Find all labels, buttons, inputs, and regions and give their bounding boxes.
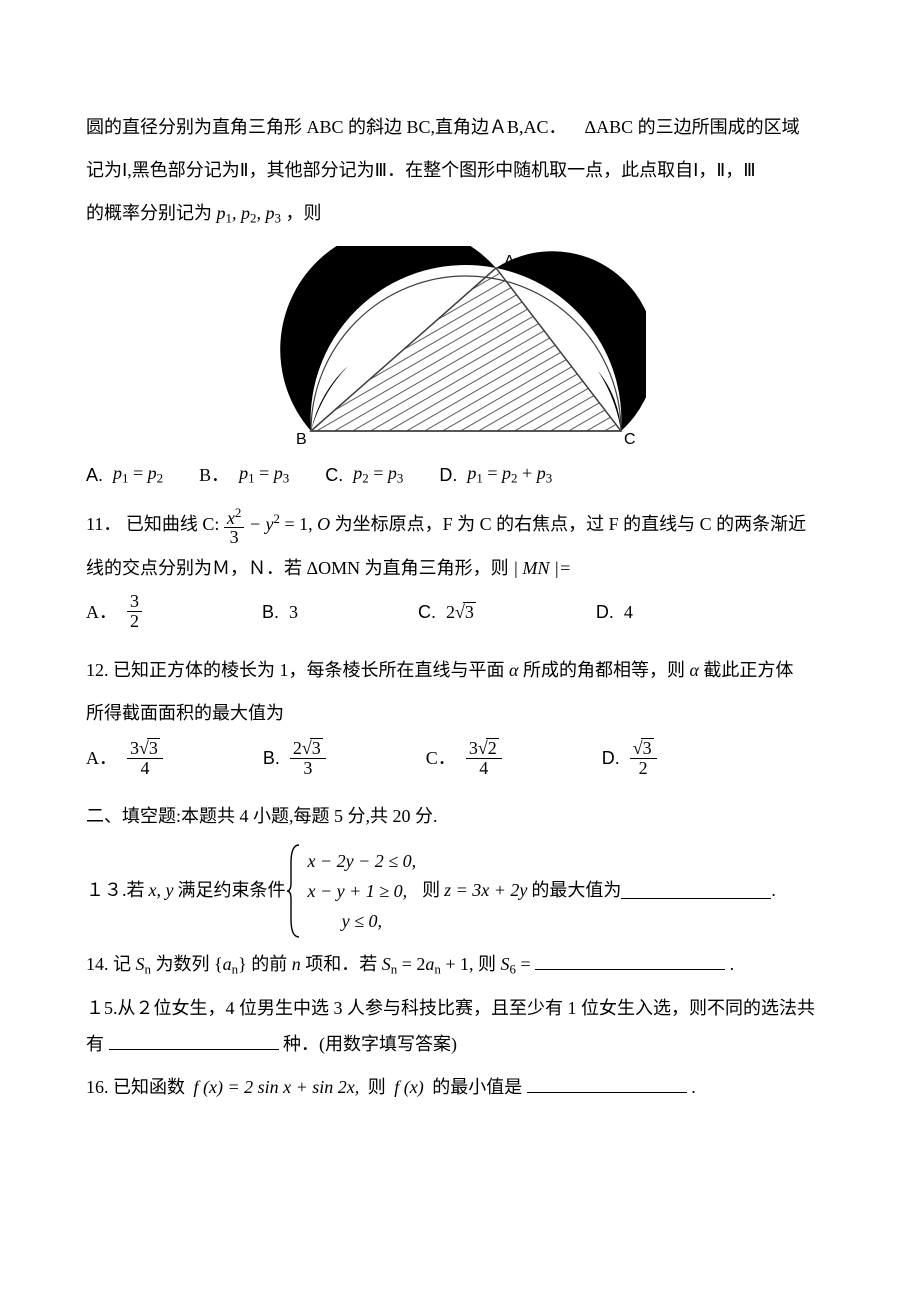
q10-options: A. p1 = p2 B． p1 = p3 C. p2 = p3 D. p1 =… bbox=[86, 464, 836, 486]
q10-opt-A: A. p1 = p2 bbox=[86, 464, 163, 486]
q13: １３. 若 x, y 满足约束条件 x − 2y − 2 ≤ 0, x − y … bbox=[86, 843, 836, 939]
fig-label-A: A bbox=[504, 253, 515, 270]
q11-num: 11． bbox=[86, 514, 121, 534]
intro-line2: 记为Ⅰ,黑色部分记为Ⅱ，其他部分记为Ⅲ．在整个图形中随机取一点，此点取自Ⅰ，Ⅱ，… bbox=[86, 149, 836, 192]
q11-opt-B: B. 3 bbox=[262, 603, 298, 621]
intro-line1b: 的三边所围成的区域 bbox=[638, 117, 800, 137]
q15-blank bbox=[109, 1033, 279, 1050]
q14-blank bbox=[535, 952, 725, 969]
q16-blank bbox=[527, 1076, 687, 1093]
q11-options: A． 32 B. 3 C. 2√3 D. 4 bbox=[86, 592, 836, 631]
q11-frac: x2 3 bbox=[224, 505, 244, 547]
q15-line2: 有 种．(用数字填写答案) bbox=[86, 1026, 836, 1062]
q13-system: x − 2y − 2 ≤ 0, x − y + 1 ≥ 0, y ≤ 0, bbox=[285, 843, 416, 939]
q12-line1: 12. 已知正方体的棱长为 1，每条棱长所在直线与平面 α 所成的角都相等，则 … bbox=[86, 649, 836, 692]
intro-line3: 的概率分别记为 p1, p2, p3 ，则 bbox=[86, 192, 836, 235]
q11-eq1: = 1, bbox=[284, 514, 317, 534]
q12-opt-D: D. √3 2 bbox=[602, 738, 657, 778]
q12-options: A． 3√3 4 B. 2√3 3 C． 3√2 4 D. √3 2 bbox=[86, 738, 836, 778]
q11: 11． 已知曲线 C: x2 3 − y2 = 1, O 为坐标原点，F 为 C… bbox=[86, 503, 836, 547]
q10-opt-D: D. p1 = p2 + p3 bbox=[439, 464, 552, 486]
q11-opt-A: A． 32 bbox=[86, 592, 142, 631]
q13-blank bbox=[621, 882, 771, 899]
q11-postfrac: − y2 bbox=[249, 514, 280, 534]
lune-figure-svg: A B C bbox=[276, 246, 646, 446]
q10-figure: A B C bbox=[86, 246, 836, 462]
q11-opt-D: D. 4 bbox=[596, 603, 633, 621]
q16: 16. 已知函数 f (x) = 2 sin x + sin 2x, 则 f (… bbox=[86, 1066, 836, 1109]
intro-line3a: 的概率分别记为 bbox=[86, 203, 212, 223]
q11-line2: 线的交点分别为Ｍ，Ｎ．若 ΔOMN 为直角三角形，则 | MN |= bbox=[86, 547, 836, 590]
q12-opt-B: B. 2√3 3 bbox=[263, 738, 326, 778]
q11-afterO: 为坐标原点，F 为 C 的右焦点，过 F 的直线与 C 的两条渐近 bbox=[335, 514, 807, 534]
q15-line1: １5.从２位女生，4 位男生中选 3 人参与科技比赛，且至少有 1 位女生入选，… bbox=[86, 990, 836, 1026]
q12-opt-A: A． 3√3 4 bbox=[86, 738, 163, 778]
q11-O: O bbox=[317, 514, 330, 534]
fig-label-C: C bbox=[624, 431, 636, 446]
intro-line3b: ，则 bbox=[285, 203, 321, 223]
intro-paragraph: 圆的直径分别为直角三角形 ABC 的斜边 BC,直角边ＡB,AC． ΔABC 的… bbox=[86, 106, 836, 149]
intro-line1a: 圆的直径分别为直角三角形 ABC 的斜边 BC,直角边ＡB,AC． bbox=[86, 117, 567, 137]
q12-opt-C: C． 3√2 4 bbox=[426, 738, 502, 778]
q10-opt-C: C. p2 = p3 bbox=[325, 464, 403, 486]
q12-line2: 所得截面面积的最大值为 bbox=[86, 692, 836, 735]
section2-title: 二、填空题:本题共 4 小题,每题 5 分,共 20 分. bbox=[86, 795, 836, 838]
fig-label-B: B bbox=[296, 431, 307, 446]
q11-opt-C: C. 2√3 bbox=[418, 602, 476, 621]
intro-tri: ΔABC bbox=[585, 117, 634, 137]
q11-pre: 已知曲线 C: bbox=[126, 514, 220, 534]
q10-opt-B: B． p1 = p3 bbox=[199, 464, 289, 486]
intro-probs: p1, p2, p3 bbox=[217, 203, 281, 223]
q14: 14. 记 Sn 为数列 {an} 的前 n 项和．若 Sn = 2an + 1… bbox=[86, 943, 836, 986]
